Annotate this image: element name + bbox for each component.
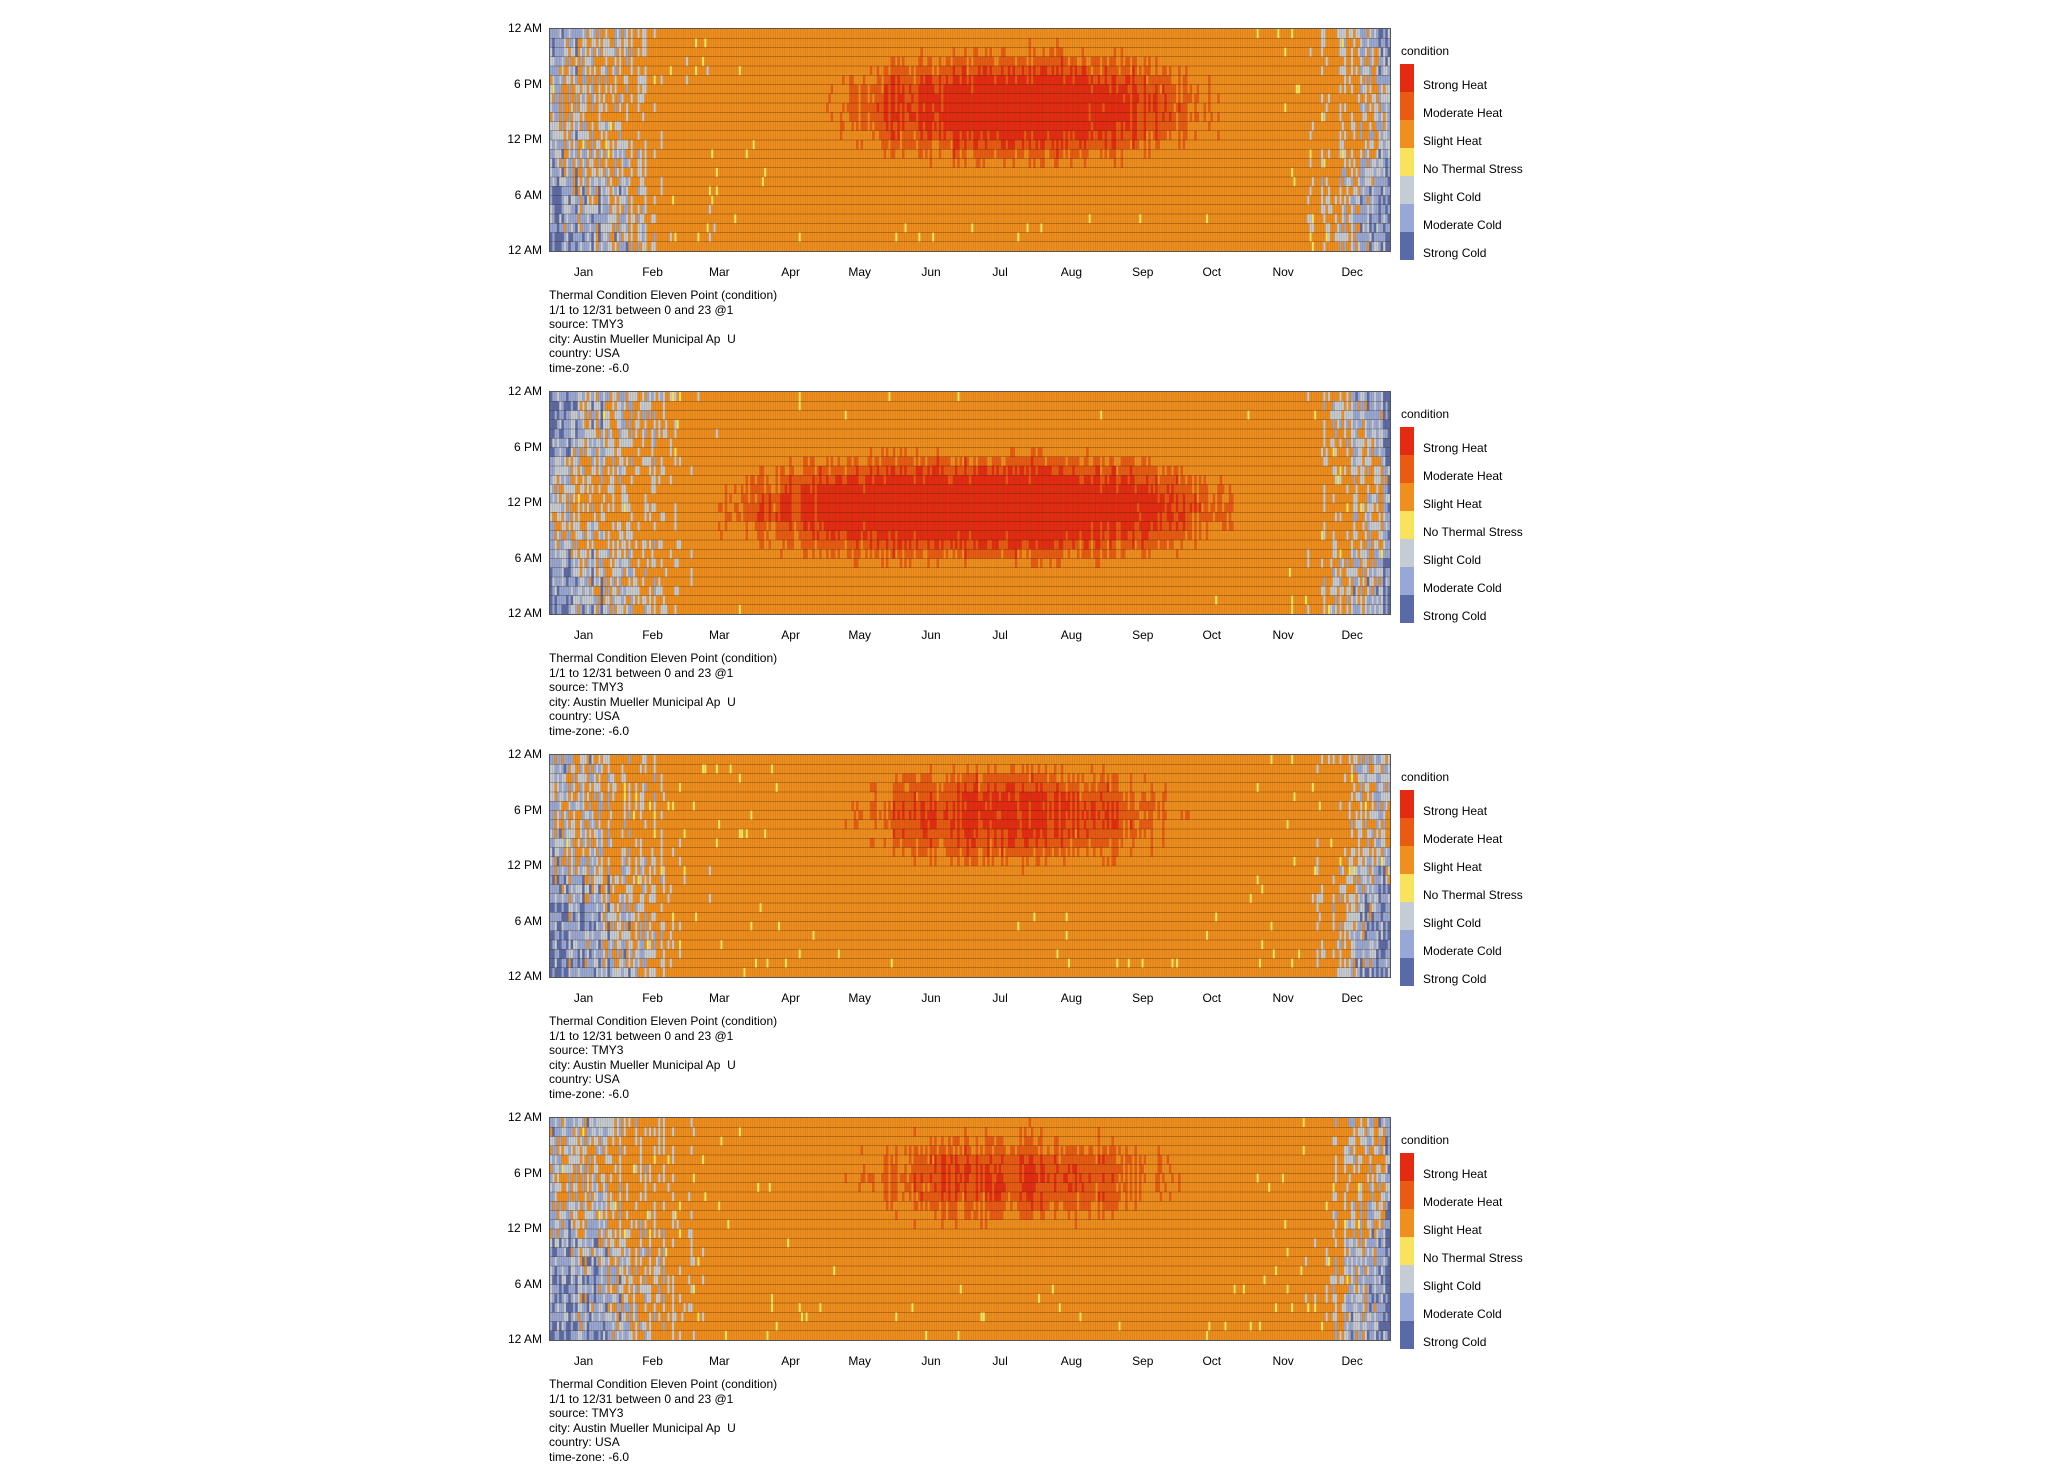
heatmap-plot-area [549, 28, 1391, 252]
heatmap-svg [550, 29, 1390, 251]
